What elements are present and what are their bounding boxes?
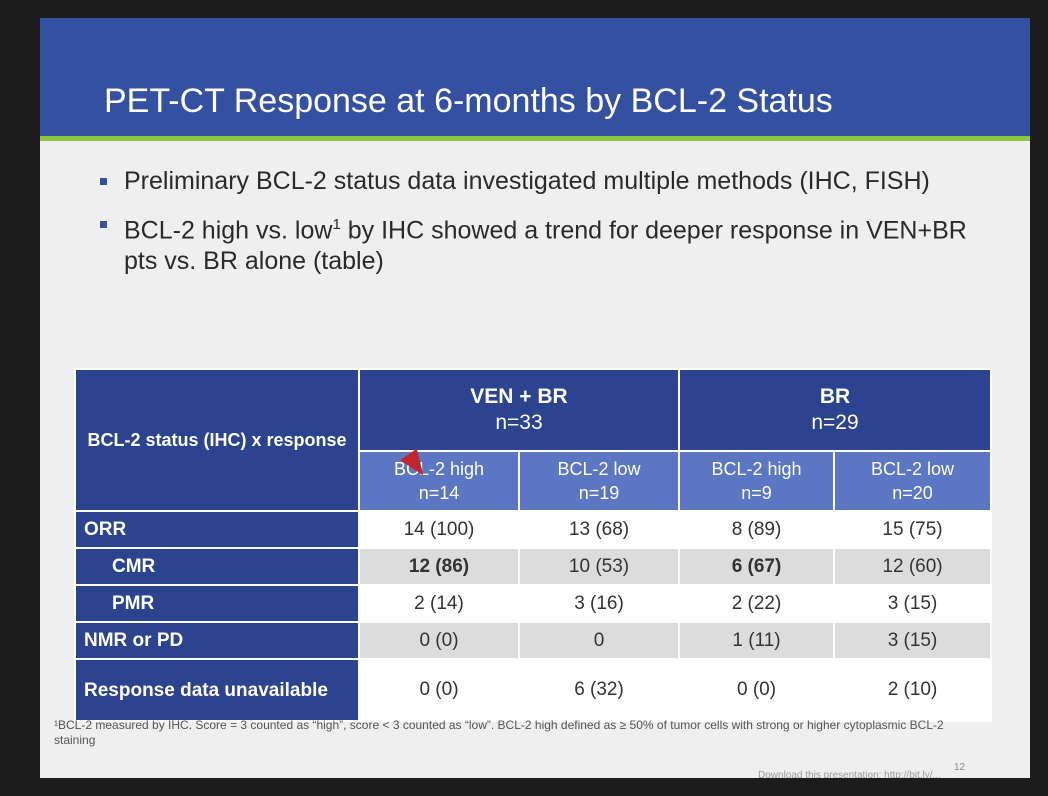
download-link[interactable]: Download this presentation: http://bit.l… <box>758 770 941 778</box>
table-cell: 8 (89) <box>678 510 836 549</box>
group-name: VEN + BR <box>470 385 568 408</box>
row-label: Response data unavailable <box>74 658 360 722</box>
subgroup-label: BCL-2 high <box>393 459 485 479</box>
bullet-list: Preliminary BCL-2 status data investigat… <box>98 166 978 289</box>
subgroup-n: n=20 <box>892 483 933 503</box>
subgroup-header: BCL-2 high n=9 <box>678 450 836 512</box>
group-n: n=29 <box>811 411 859 434</box>
subgroup-n: n=19 <box>578 483 620 503</box>
header-accent-rule <box>40 136 1030 141</box>
results-table: BCL-2 status (IHC) x response VEN + BR n… <box>74 368 993 722</box>
table-cell: 0 (0) <box>678 658 836 722</box>
table-cell: 12 (86) <box>358 547 520 586</box>
bullet-square-icon <box>100 221 107 228</box>
subgroup-n: n=9 <box>741 483 772 503</box>
table-row: Response data unavailable 0 (0) 6 (32) 0… <box>74 658 993 722</box>
bullet-text-lead: BCL-2 high vs. low <box>124 216 333 245</box>
slide-header <box>40 18 1030 136</box>
slide-title: PET-CT Response at 6-months by BCL-2 Sta… <box>104 82 833 120</box>
table-corner-label: BCL-2 status (IHC) x response <box>74 368 360 512</box>
bullet-text-rest: by IHC showed a trend for deeper respons… <box>124 216 967 276</box>
group-n: n=33 <box>495 411 543 434</box>
subgroup-label: BCL-2 high <box>711 459 802 479</box>
group-name: BR <box>819 385 851 408</box>
table-cell: 10 (53) <box>517 547 681 586</box>
table-cell: 3 (16) <box>517 584 681 623</box>
subgroup-header: BCL-2 low n=20 <box>833 450 993 512</box>
subgroup-label: BCL-2 low <box>557 459 641 479</box>
table-cell: 6 (67) <box>678 547 836 586</box>
row-label: ORR <box>74 510 360 549</box>
subgroup-label: BCL-2 low <box>871 459 955 479</box>
subgroup-header: BCL-2 low n=19 <box>517 450 681 512</box>
table-cell: 0 (0) <box>358 621 520 660</box>
table-cell: 12 (60) <box>833 547 993 586</box>
table-row: NMR or PD 0 (0) 0 1 (11) 3 (15) <box>74 621 993 660</box>
footnote: ¹BCL-2 measured by IHC. Score = 3 counte… <box>54 718 944 747</box>
row-label: NMR or PD <box>74 621 360 660</box>
table-cell: 2 (22) <box>678 584 836 623</box>
table-row: CMR 12 (86) 10 (53) 6 (67) 12 (60) <box>74 547 993 586</box>
subgroup-header: BCL-2 high n=14 <box>358 450 520 512</box>
table-cell: 1 (11) <box>678 621 836 660</box>
table-cell: 3 (15) <box>833 584 993 623</box>
table-cell: 3 (15) <box>833 621 993 660</box>
table-row: PMR 2 (14) 3 (16) 2 (22) 3 (15) <box>74 584 993 623</box>
table-row: ORR 14 (100) 13 (68) 8 (89) 15 (75) <box>74 510 993 549</box>
row-label: CMR <box>74 547 360 586</box>
table-cell: 14 (100) <box>358 510 520 549</box>
group-header-ven-br: VEN + BR n=33 <box>357 368 681 452</box>
bullet-text: Preliminary BCL-2 status data investigat… <box>124 167 930 195</box>
slide: PET-CT Response at 6-months by BCL-2 Sta… <box>40 18 1030 778</box>
group-header-br: BR n=29 <box>678 368 993 452</box>
table-cell: 0 <box>517 621 681 660</box>
bullet-square-icon <box>100 178 107 185</box>
table-cell: 2 (10) <box>833 658 993 722</box>
bullet-item: BCL-2 high vs. low1 by IHC showed a tren… <box>98 209 978 277</box>
row-label: PMR <box>74 584 360 623</box>
subgroup-n: n=14 <box>418 483 460 503</box>
table-cell: 0 (0) <box>358 658 520 722</box>
table-cell: 13 (68) <box>517 510 681 549</box>
table-cell: 6 (32) <box>517 658 681 722</box>
bullet-item: Preliminary BCL-2 status data investigat… <box>98 166 978 197</box>
footnote-marker: 1 <box>332 216 341 233</box>
table-cell: 15 (75) <box>833 510 993 549</box>
page-number: 12 <box>954 762 966 773</box>
table-cell: 2 (14) <box>358 584 520 623</box>
